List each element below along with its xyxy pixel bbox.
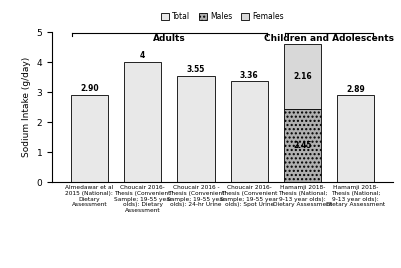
Bar	[177, 76, 215, 182]
Text: 2.16: 2.16	[293, 72, 312, 81]
Bar	[124, 62, 161, 182]
Bar	[337, 95, 375, 182]
Text: Adults: Adults	[153, 34, 186, 43]
Text: 3.55: 3.55	[187, 65, 205, 74]
Bar	[71, 95, 108, 182]
Y-axis label: Sodium Intake (g/day): Sodium Intake (g/day)	[22, 57, 31, 157]
Legend: Total, Males, Females: Total, Males, Females	[158, 9, 287, 24]
Text: 3.36: 3.36	[240, 70, 259, 80]
Bar	[284, 109, 321, 182]
Bar	[284, 44, 321, 109]
Text: 2.90: 2.90	[80, 84, 99, 93]
Text: 2.89: 2.89	[346, 85, 365, 94]
Text: 4: 4	[140, 51, 145, 60]
Text: 2.45: 2.45	[293, 141, 312, 150]
Text: Children and Adolescents: Children and Adolescents	[264, 34, 394, 43]
Bar	[231, 81, 268, 182]
